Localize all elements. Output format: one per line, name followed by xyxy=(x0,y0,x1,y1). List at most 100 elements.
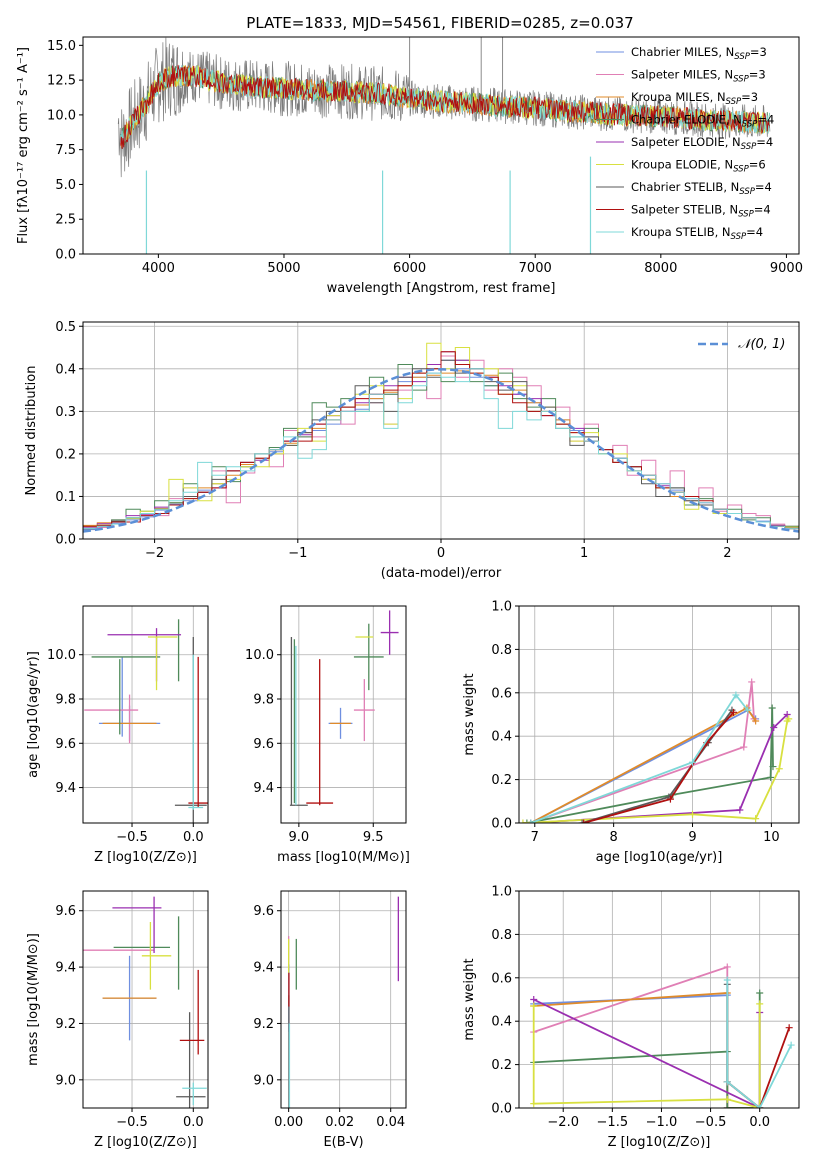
y-tick-label: 10.0 xyxy=(47,648,76,663)
y-tick-label: 7.5 xyxy=(55,143,76,158)
y-axis-label: Normed distribution xyxy=(24,366,39,496)
plot-area-weight_vs_age xyxy=(519,678,793,823)
y-tick-label: 2.5 xyxy=(55,213,76,228)
x-axis-label: E(B-V) xyxy=(323,1135,363,1150)
plot-area-mass_vs_ebv xyxy=(288,896,399,1108)
y-tick-label: 5.0 xyxy=(55,178,76,193)
plot-area-spectrum xyxy=(117,37,771,254)
y-tick-label: 12.5 xyxy=(47,74,76,89)
weight-line-6 xyxy=(726,984,761,1108)
panel-mass_vs_ebv: 0.00 0.02 0.04 9.0 9.2 9.4 9.6 E(B-V) xyxy=(253,890,407,1150)
panel-weight_vs_age: 7 8 9 10 0.0 0.2 0.4 0.6 0.8 1.0 age [log10(age/yr… xyxy=(462,600,800,865)
x-tick-label: −1 xyxy=(288,546,307,561)
legend-label: Salpeter STELIB, NSSP=4 xyxy=(631,203,771,220)
weight-point xyxy=(785,715,793,723)
x-tick-label: 0.0 xyxy=(183,830,204,845)
legend-label-normal: 𝒩(0, 1) xyxy=(738,337,785,352)
plot-area-mass_vs_Z xyxy=(83,896,207,1108)
weight-line-4 xyxy=(533,998,761,1108)
y-tick-label: 9.4 xyxy=(253,781,274,796)
axes-frame xyxy=(82,36,800,255)
x-axis-label: Z [log10(Z/Z⊙)] xyxy=(94,1135,197,1150)
x-tick-label: 2 xyxy=(723,546,731,561)
y-tick-label: 9.0 xyxy=(253,1073,274,1088)
x-axis-label: Z [log10(Z/Z⊙)] xyxy=(608,1135,711,1150)
y-axis-label: mass [log10(M/M⊙)] xyxy=(26,933,41,1066)
plot-area-residuals xyxy=(83,342,799,539)
weight-point xyxy=(740,743,748,751)
x-tick-label: 4000 xyxy=(142,261,175,276)
weight-point xyxy=(768,704,776,712)
panel-weight_vs_Z: −2.0 −1.5 −1.0 −0.5 0.0 0.0 0.2 0.4 0.6 0.8 1.0 Z [… xyxy=(462,885,800,1150)
weight-point xyxy=(783,711,791,718)
weight-point xyxy=(723,1078,731,1086)
y-tick-label: 0.0 xyxy=(55,533,76,548)
panel-mass_vs_Z: −0.5 0.0 9.0 9.2 9.4 9.6 Z [log10(Z/Z⊙)] mass [… xyxy=(26,890,209,1150)
weight-line-8 xyxy=(726,980,792,1108)
y-tick-label: 9.2 xyxy=(253,1017,274,1032)
plot-area-age_vs_mass xyxy=(289,610,399,806)
weight-point xyxy=(732,691,740,699)
y-tick-label: 9.2 xyxy=(55,1017,76,1032)
axes-frame xyxy=(280,605,407,824)
legend-label: Chabrier STELIB, NSSP=4 xyxy=(631,180,772,197)
x-tick-label: 8000 xyxy=(644,261,677,276)
legend-label: Kroupa ELODIE, NSSP=6 xyxy=(631,158,766,175)
weight-line-8 xyxy=(530,693,749,823)
axes-frame xyxy=(280,890,407,1109)
y-tick-label: 0.2 xyxy=(491,773,512,788)
plots: 4000 5000 6000 7000 8000 90000.02.55.07.510.0… xyxy=(16,36,803,1150)
weight-point xyxy=(775,765,783,773)
x-tick-label: 1 xyxy=(580,546,588,561)
x-axis-label: age [log10(age/yr)] xyxy=(596,850,723,865)
weight-point xyxy=(787,1041,795,1049)
x-tick-label: 10 xyxy=(763,830,780,845)
y-axis-label: Flux [fλ10⁻¹⁷ erg cm⁻² s⁻¹ A⁻¹] xyxy=(16,47,31,244)
x-tick-label: −0.5 xyxy=(116,830,148,845)
plot-area-weight_vs_Z xyxy=(530,963,795,1108)
weight-point xyxy=(578,819,586,823)
weight-point xyxy=(748,678,756,686)
legend-label: Chabrier MILES, NSSP=3 xyxy=(631,45,767,62)
y-tick-label: 9.6 xyxy=(55,904,76,919)
y-tick-label: 10.0 xyxy=(47,108,76,123)
histogram-series-8 xyxy=(83,368,799,539)
weight-point xyxy=(523,819,531,823)
legend-label: Kroupa MILES, NSSP=3 xyxy=(631,90,758,107)
y-tick-label: 0.6 xyxy=(491,971,512,986)
y-tick-label: 9.6 xyxy=(55,737,76,752)
legend-label: Chabrier ELODIE, NSSP=4 xyxy=(631,113,774,130)
weight-point xyxy=(785,1024,793,1032)
weight-point xyxy=(770,724,778,732)
y-tick-label: 10.0 xyxy=(245,648,274,663)
x-tick-label: 0.02 xyxy=(325,1115,354,1130)
weight-line-1 xyxy=(533,965,760,1108)
y-tick-label: 9.6 xyxy=(253,904,274,919)
x-tick-label: 9.0 xyxy=(289,830,310,845)
x-tick-label: −1.0 xyxy=(646,1115,678,1130)
y-axis-label: mass weight xyxy=(462,673,477,755)
legend-label: Salpeter ELODIE, NSSP=4 xyxy=(631,135,773,152)
weight-point xyxy=(580,819,588,823)
x-tick-label: 6000 xyxy=(393,261,426,276)
x-axis-label: (data-model)/error xyxy=(381,566,502,581)
weight-point xyxy=(756,989,764,997)
weight-point xyxy=(530,1100,538,1108)
weight-point xyxy=(736,806,744,814)
y-tick-label: 0.2 xyxy=(55,447,76,462)
weight-line-4 xyxy=(530,713,788,823)
legend-label: Kroupa STELIB, NSSP=4 xyxy=(631,225,763,242)
x-tick-label: 0.00 xyxy=(274,1115,303,1130)
x-tick-label: −0.5 xyxy=(695,1115,727,1130)
x-tick-label: 9.5 xyxy=(363,830,384,845)
y-tick-label: 0.0 xyxy=(491,817,512,832)
y-tick-label: 9.4 xyxy=(55,961,76,976)
x-tick-label: 7 xyxy=(531,830,539,845)
panel-spectrum: 4000 5000 6000 7000 8000 9000 0.0 2.5 5.0 7.5 10.0… xyxy=(16,36,803,296)
y-tick-label: 1.0 xyxy=(491,885,512,900)
weight-point xyxy=(723,1095,731,1103)
weight-point xyxy=(730,708,738,716)
weight-point xyxy=(769,763,777,771)
x-tick-label: 0.0 xyxy=(183,1115,204,1130)
